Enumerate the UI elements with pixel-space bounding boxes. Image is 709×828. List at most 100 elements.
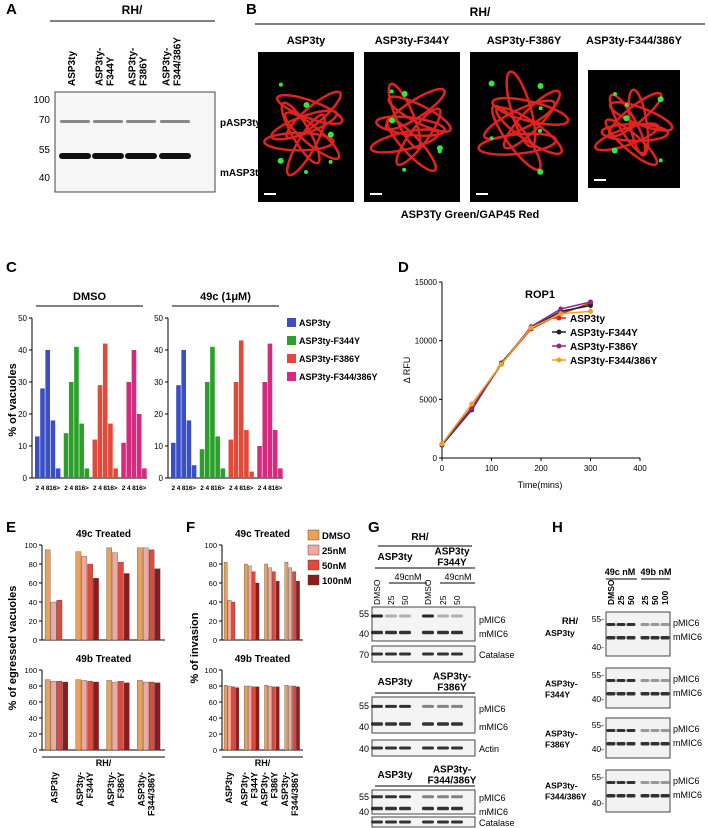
bar [264, 685, 268, 751]
y-tick-label: 0 [23, 474, 28, 483]
treatment-label: 49cnM [444, 572, 471, 582]
y-tick-label: 100 [24, 666, 37, 675]
x-tick-label: > [278, 485, 282, 492]
strain-label: ASP3ty [377, 552, 412, 563]
y-tick-label: 0 [433, 454, 438, 463]
bar [244, 430, 249, 478]
subplot-title: 49c Treated [235, 529, 290, 540]
bar [118, 561, 124, 641]
parasite-outline [387, 82, 422, 150]
y-tick-label: 50 [18, 314, 27, 323]
band-label: pMIC6 [673, 724, 700, 734]
band [606, 636, 616, 640]
legend-swatch [307, 529, 320, 541]
point [498, 361, 504, 367]
band [399, 820, 411, 824]
legend-label: 50nM [322, 561, 346, 572]
x-tick-label: 16 [214, 485, 222, 492]
green-signal [278, 82, 283, 87]
bar [251, 571, 256, 641]
y-tick-label: 80 [29, 560, 37, 569]
band [371, 806, 383, 811]
x-tick-label: 4 [41, 485, 45, 492]
point [558, 311, 564, 317]
band [451, 630, 463, 635]
x-tick-label: 2 [35, 485, 39, 492]
band [616, 623, 626, 626]
x-tick-label: F344/386Y [147, 772, 157, 816]
band-label: pMIC6 [479, 615, 506, 625]
band [660, 679, 670, 682]
band [660, 729, 670, 732]
panel-label: B [246, 1, 257, 18]
strain-label: ASP3ty [377, 677, 412, 688]
x-tick-label: 400 [633, 464, 647, 473]
x-tick-label: 2 [122, 485, 126, 492]
blot [371, 789, 476, 815]
group-title: DMSO [73, 291, 106, 303]
band [422, 722, 434, 726]
y-axis-title: % of vacuoles [7, 363, 19, 436]
y-tick-label: 0 [213, 746, 217, 755]
band [626, 729, 636, 732]
bar [50, 420, 56, 478]
bar [113, 468, 118, 478]
band-label: pMIC6 [673, 618, 700, 628]
y-tick-label: 40 [29, 598, 37, 607]
parasite-outline [384, 87, 446, 131]
bar [92, 439, 98, 478]
band [371, 704, 383, 708]
y-tick-label: 40 [18, 346, 27, 355]
band [616, 636, 626, 640]
x-tick-label: ASP3ty [49, 772, 59, 804]
green-signal [303, 101, 310, 108]
bar [264, 563, 268, 641]
green-signal [304, 170, 308, 174]
blot [371, 696, 476, 734]
point [588, 302, 593, 308]
band [385, 630, 397, 635]
band [385, 614, 397, 618]
treatment-label: 49cnM [394, 572, 421, 582]
band-label: mMIC6 [673, 688, 702, 698]
strain-label: ASP3ty [377, 770, 412, 781]
band [371, 722, 383, 726]
panel-label: C [6, 259, 17, 276]
bar [288, 567, 293, 641]
bar [55, 468, 61, 478]
bar [292, 571, 296, 641]
y-axis-title: % of egressed vacuoles [7, 586, 19, 711]
bar [278, 468, 283, 478]
bar [210, 346, 215, 478]
lane-label: 25 [640, 595, 650, 605]
band [159, 153, 191, 159]
image-title: ASP3ty-F386Y [487, 35, 562, 47]
band [399, 614, 411, 618]
y-tick-label: 20 [209, 617, 217, 626]
y-tick-label: 60 [29, 698, 37, 707]
legend-label: ASP3ty [570, 314, 605, 325]
blot [605, 769, 671, 813]
y-axis-title: % of invasion [189, 612, 201, 683]
treatment-label: 49b nM [640, 567, 671, 577]
legend-swatch [287, 336, 296, 345]
bar [223, 561, 228, 641]
x-tick-label: 16 [136, 485, 144, 492]
band [640, 679, 650, 682]
x-tick-label: 200 [534, 464, 548, 473]
parasite-outline [604, 118, 659, 167]
legend-label: 25nM [322, 546, 346, 557]
x-tick-label: ASP3ty- [260, 772, 270, 807]
point [469, 401, 475, 407]
y-tick-label: 20 [18, 410, 27, 419]
bar [181, 350, 186, 478]
bar [35, 436, 40, 478]
bar [87, 681, 93, 751]
y-tick-label: 0 [33, 636, 37, 645]
x-tick-label: 8 [182, 485, 186, 492]
bar [227, 599, 232, 641]
x-tick-label: 2 [258, 485, 262, 492]
x-tick-label: > [250, 485, 254, 492]
bar [275, 580, 280, 641]
